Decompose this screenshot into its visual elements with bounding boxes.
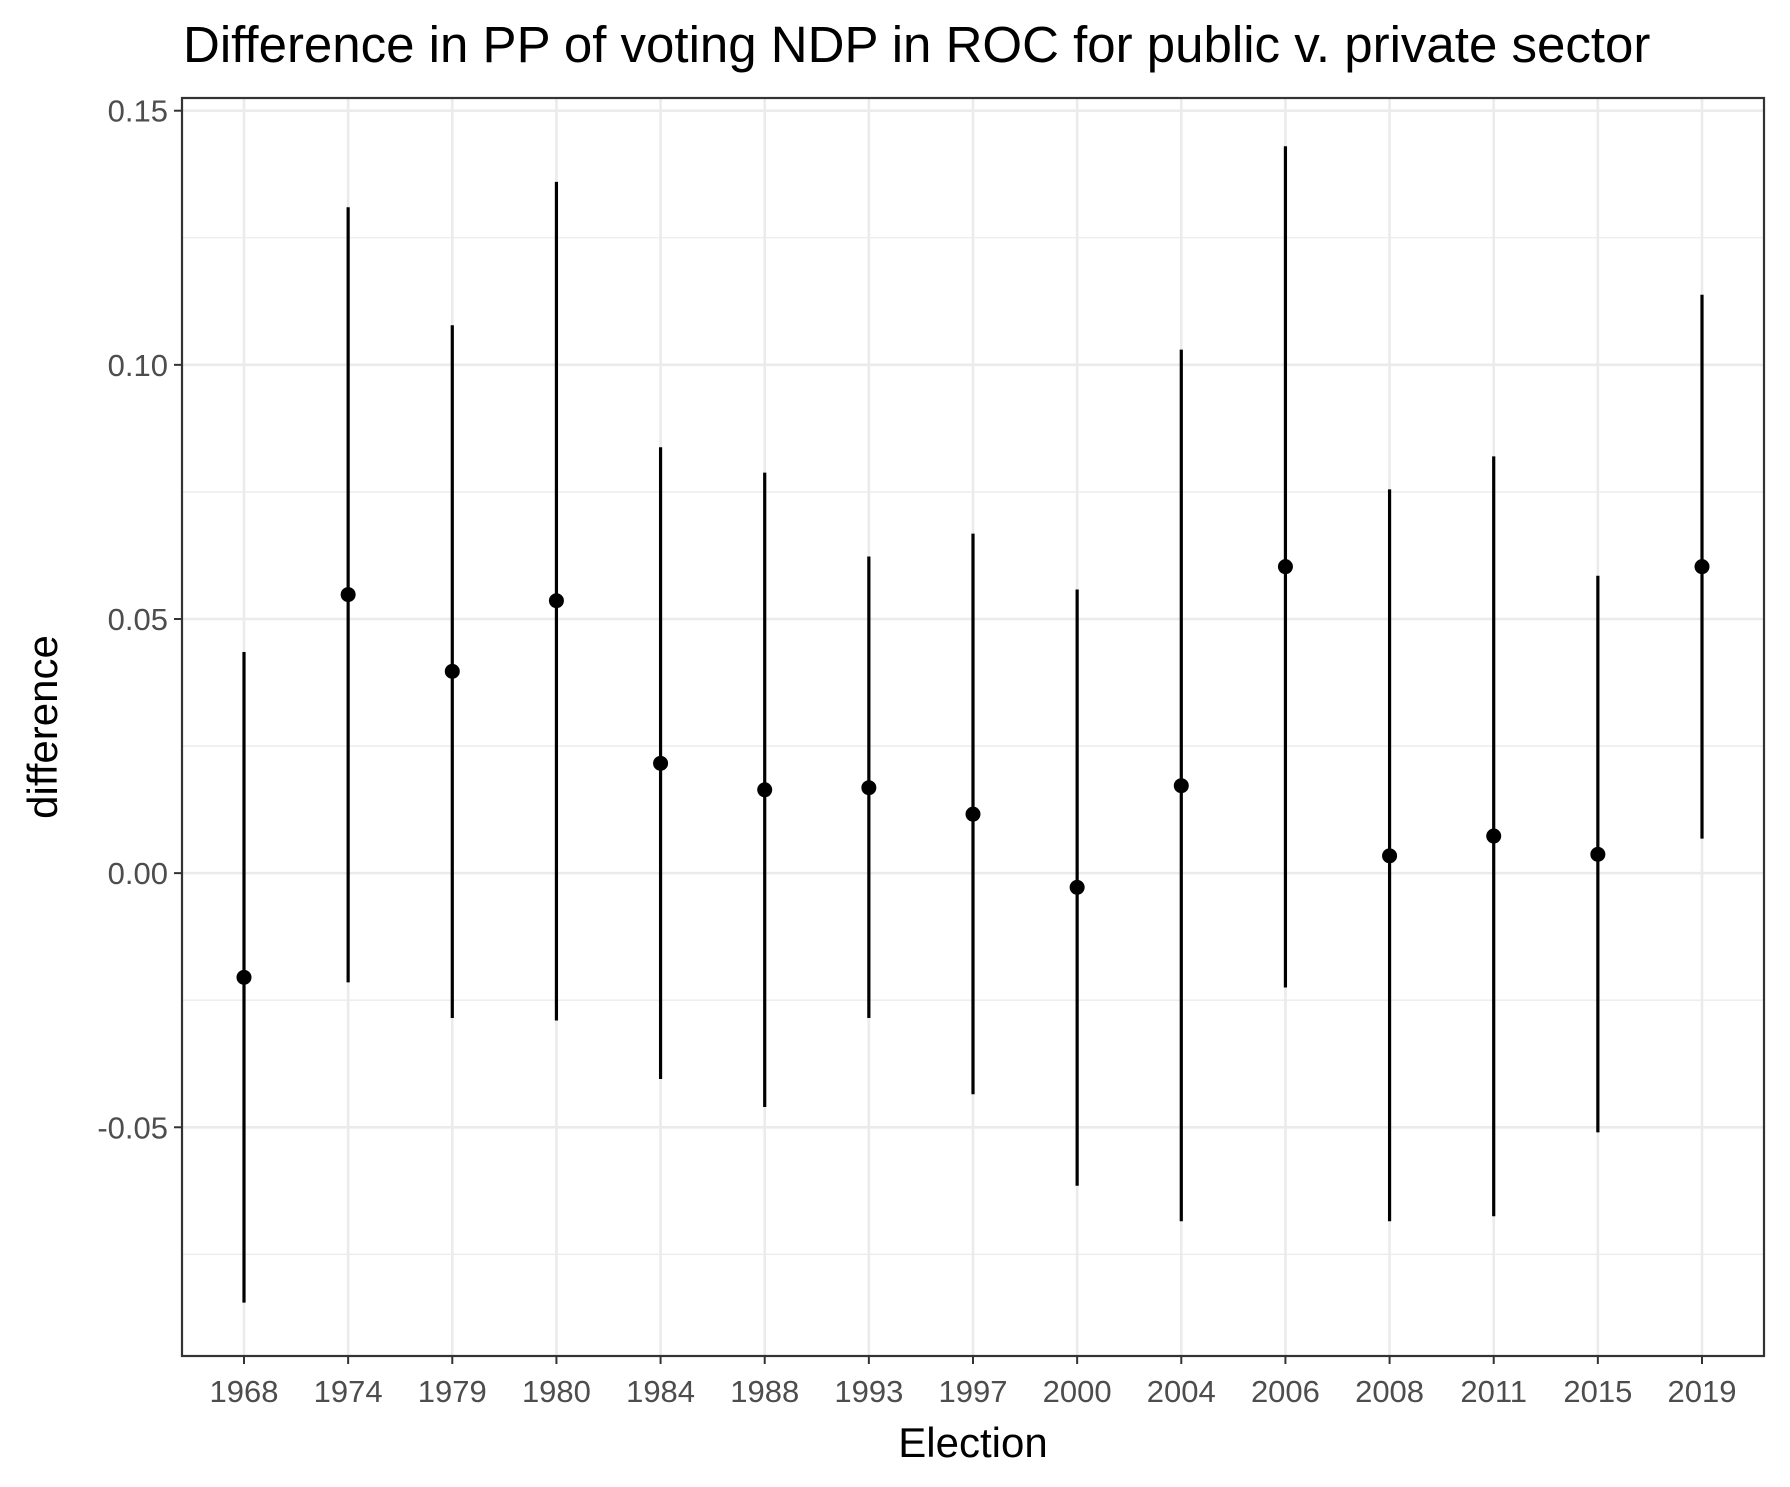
x-tick-label: 1997 — [939, 1374, 1008, 1409]
x-tick-label: 1979 — [418, 1374, 487, 1409]
point-estimate-1988 — [757, 782, 773, 798]
point-estimate-1984 — [653, 755, 669, 771]
point-estimate-2019 — [1694, 559, 1710, 575]
x-tick-label: 1993 — [834, 1374, 903, 1409]
x-tick-label: 1968 — [210, 1374, 279, 1409]
x-tick-label: 2004 — [1147, 1374, 1216, 1409]
x-tick-label: 1988 — [730, 1374, 799, 1409]
point-estimate-2008 — [1382, 848, 1398, 864]
point-estimate-1993 — [861, 780, 877, 796]
point-estimate-1979 — [444, 663, 460, 679]
y-tick-label: 0.00 — [108, 856, 168, 891]
y-tick-label: 0.05 — [108, 602, 168, 637]
ticks-layer: -0.05 0.00 0.05 0.10 0.15 1968 1974 1979 1980 198… — [97, 94, 1736, 1409]
point-estimate-2004 — [1173, 778, 1189, 794]
point-estimate-1997 — [965, 806, 981, 822]
x-tick-label: 2008 — [1355, 1374, 1424, 1409]
x-tick-label: 1984 — [626, 1374, 695, 1409]
y-axis-title: difference — [19, 635, 66, 819]
x-tick-label: 1974 — [314, 1374, 383, 1409]
chart-title: Difference in PP of voting NDP in ROC fo… — [183, 16, 1650, 73]
x-tick-label: 2019 — [1668, 1374, 1737, 1409]
y-tick-label: 0.15 — [108, 94, 168, 129]
point-estimate-2006 — [1277, 559, 1293, 575]
marks-layer — [236, 146, 1710, 1303]
point-estimate-1980 — [548, 593, 564, 609]
x-tick-label: 2006 — [1251, 1374, 1320, 1409]
x-tick-label: 2011 — [1460, 1374, 1527, 1409]
x-tick-label: 1980 — [522, 1374, 591, 1409]
y-tick-label: 0.10 — [108, 348, 168, 383]
point-estimate-2015 — [1590, 846, 1606, 862]
y-tick-label: -0.05 — [97, 1110, 168, 1145]
point-estimate-2011 — [1486, 828, 1502, 844]
point-estimate-1968 — [236, 969, 252, 985]
x-axis-title: Election — [898, 1419, 1047, 1466]
point-estimate-1974 — [340, 587, 356, 603]
x-tick-label: 2015 — [1563, 1374, 1632, 1409]
x-tick-label: 2000 — [1043, 1374, 1112, 1409]
point-estimate-2000 — [1069, 879, 1085, 895]
